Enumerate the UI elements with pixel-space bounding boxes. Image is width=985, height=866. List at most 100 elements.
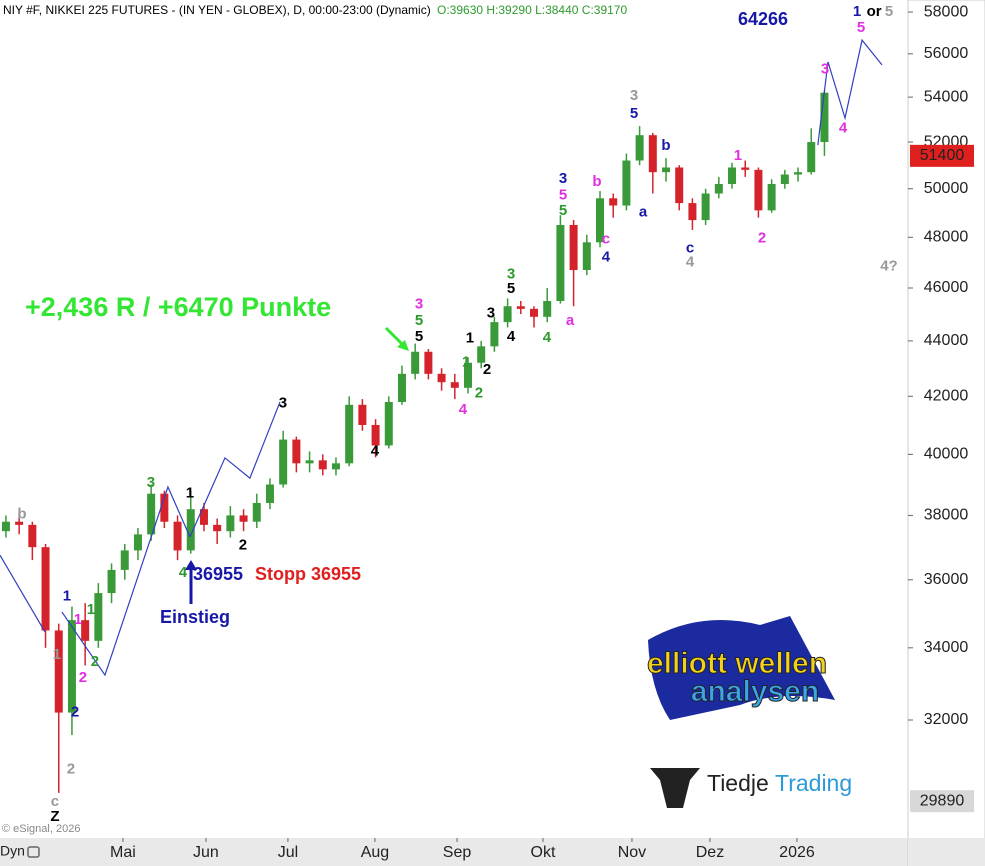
- candle-body: [516, 306, 525, 309]
- wave-label: 2: [758, 229, 766, 246]
- headline-arrowhead: [397, 340, 409, 351]
- corner: [908, 838, 985, 866]
- y-tick-label: 38000: [924, 507, 969, 524]
- wave-label: a: [566, 312, 575, 329]
- candle-body: [1, 521, 10, 532]
- wave-label: 3: [507, 266, 515, 283]
- entry-arrowhead: [185, 560, 197, 570]
- mode: Dyn: [0, 843, 25, 859]
- y-tick-label: 56000: [924, 45, 969, 62]
- x-tick-label: Nov: [618, 844, 646, 861]
- candle-body: [741, 167, 750, 170]
- wave-label: a: [639, 204, 648, 221]
- candle-body: [252, 502, 261, 522]
- candle-body: [490, 322, 499, 347]
- candle-body: [120, 550, 129, 570]
- logo-line1: elliott wellen: [647, 647, 827, 680]
- candle-body: [767, 183, 776, 211]
- candle-body: [794, 172, 803, 175]
- wave-label: 1: [74, 611, 82, 628]
- candle-body: [463, 362, 472, 388]
- wave-label: 1: [462, 354, 470, 371]
- wave-label: 4: [179, 564, 188, 581]
- entry-label: Einstieg: [160, 607, 230, 627]
- wave-label: 5: [415, 328, 423, 345]
- candle-body: [28, 524, 37, 548]
- candle-body: [437, 373, 446, 383]
- candle-body: [477, 346, 486, 363]
- candle-body: [371, 424, 380, 446]
- wave-label: 5: [630, 105, 638, 122]
- projection-line: [189, 401, 281, 538]
- x-axis-band: [0, 838, 908, 866]
- candle-body: [133, 534, 142, 551]
- candle-body: [67, 620, 76, 713]
- wave-label: 5: [885, 3, 893, 20]
- wave-label: 1: [53, 646, 61, 663]
- wave-label: 4: [371, 442, 380, 459]
- candle-body: [503, 306, 512, 323]
- candle-body: [265, 484, 274, 503]
- x-tick-label: Aug: [361, 844, 389, 861]
- wave-label: c: [686, 239, 694, 256]
- wave-label: 4: [686, 253, 695, 270]
- brand: Tiedje Trading: [650, 768, 852, 808]
- x-tick-label: Okt: [531, 844, 556, 861]
- y-tick-label: 44000: [924, 332, 969, 349]
- candle-body: [609, 198, 618, 206]
- logo-flag: [648, 616, 835, 720]
- wave-label: 2: [79, 669, 87, 686]
- candle-body: [199, 509, 208, 525]
- wave-label: 4?: [880, 257, 898, 274]
- candle-body: [213, 524, 222, 532]
- copyright: © eSignal, 2026: [2, 823, 80, 835]
- headline: +2,436 R / +6470 Punkte: [25, 292, 331, 322]
- y-tick-label: 40000: [924, 446, 969, 463]
- wave-label: 4: [507, 328, 516, 345]
- y-tick-label: 48000: [924, 229, 969, 246]
- chart-title: NIY #F, NIKKEI 225 FUTURES - (IN YEN - G…: [3, 3, 431, 17]
- plot-area: bcZ111122223124343554211234354355abc435a…: [0, 3, 898, 825]
- projection-line: [817, 38, 883, 146]
- wave-label: 4: [602, 248, 611, 265]
- candle-body: [173, 521, 182, 551]
- candle-body: [622, 160, 631, 206]
- candle-body: [635, 135, 644, 161]
- candle-body: [714, 183, 723, 194]
- lock-icon: [27, 846, 40, 858]
- candle-body: [331, 463, 340, 470]
- candle-body: [754, 169, 763, 211]
- x-tick-label: Jul: [278, 844, 298, 861]
- candle-body: [780, 174, 789, 184]
- y-tick-label: 58000: [924, 3, 969, 20]
- wave-label: 4: [459, 401, 468, 418]
- wave-label: 1: [466, 330, 474, 347]
- wave-label: 1: [186, 485, 194, 502]
- candle-body: [688, 203, 697, 221]
- wave-label: 4: [839, 120, 848, 137]
- candle-body: [81, 620, 90, 641]
- candle-body: [41, 547, 50, 631]
- candle-body: [54, 630, 63, 713]
- wave-label: 5: [559, 202, 567, 219]
- wave-label: 2: [475, 384, 483, 401]
- x-tick-label: Dez: [696, 844, 724, 861]
- wave-label: 3: [147, 474, 155, 491]
- wave-label: 1: [853, 3, 861, 20]
- candle-body: [569, 224, 578, 271]
- brand-part2: Trading: [775, 770, 852, 796]
- candle-body: [424, 351, 433, 374]
- wave-label: Z: [50, 808, 59, 825]
- x-tick-label: 2026: [779, 844, 815, 861]
- price-box-label: 51400: [920, 147, 965, 164]
- brand-icon: [650, 768, 700, 808]
- candle-body: [358, 404, 367, 425]
- candle-body: [648, 135, 657, 173]
- ohlc-text: O:39630 H:39290 L:38440 C:39170: [437, 3, 627, 17]
- wave-label: 3: [559, 170, 567, 187]
- candle-body: [543, 300, 552, 317]
- candle-body: [556, 224, 565, 301]
- candle-body: [728, 167, 737, 184]
